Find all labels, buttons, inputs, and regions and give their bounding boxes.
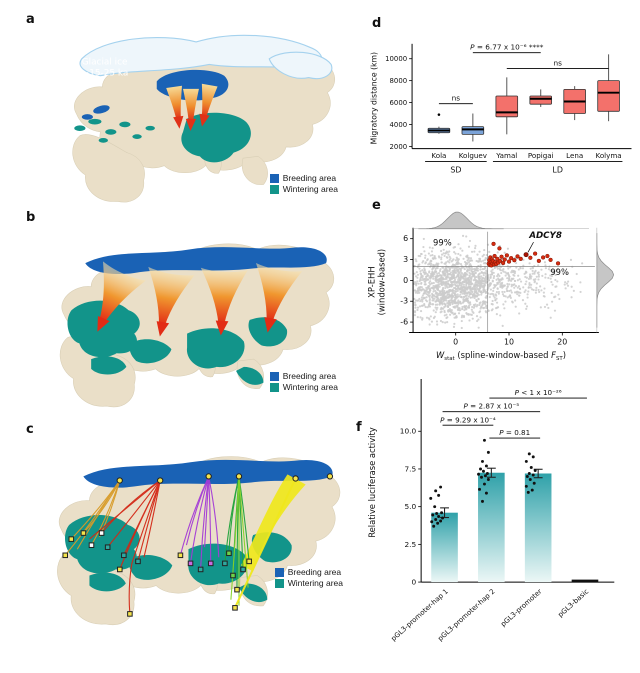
chart-panel-f: 0 2.5 5.0 7.5 10.0 pGL3-promoter-hap 1 pGL3-pr… [362,372,634,666]
svg-text:5.0: 5.0 [404,502,416,511]
svg-text:0: 0 [403,276,408,285]
legend-a: Breeding area Wintering area [269,173,338,195]
wintering-area-swatch [269,185,279,194]
breeding-area-label: Breeding area [282,371,337,382]
breeding-area-label: Breeding area [287,567,342,578]
tracks-red [89,480,161,614]
svg-text:10.0: 10.0 [400,427,417,436]
glacial-ice-label-line2: ~15-25 ka [82,69,129,79]
wintering-area-shapes [74,112,251,163]
legend-c: Breeding area Wintering area [274,567,343,589]
glacial-ice-sheet [79,34,333,80]
svg-text:Popigai: Popigai [528,151,554,160]
breeding-area-swatch [274,568,284,577]
map-panel-c: Breeding area Wintering area [30,436,355,628]
svg-text:10000: 10000 [385,55,407,63]
deployment-markers [62,473,334,617]
svg-text:P < 1 x 10⁻²⁶: P < 1 x 10⁻²⁶ [515,388,562,397]
svg-text:Kolguev: Kolguev [459,151,487,160]
svg-text:P = 2.87 x 10⁻⁵: P = 2.87 x 10⁻⁵ [464,402,520,411]
panel-e-letter: e [372,198,381,213]
wintering-area-shapes [67,300,288,385]
legend-b: Breeding area Wintering area [269,371,338,393]
map-panel-b: Breeding area Wintering area [30,224,352,410]
svg-text:Wstat (spline-window-based FST: Wstat (spline-window-based FST) [436,350,566,362]
svg-text:Relative luciferase activity: Relative luciferase activity [367,427,377,538]
svg-text:Migratory distance (km): Migratory distance (km) [369,52,378,144]
chart-panel-d: 2000 4000 6000 8000 10000 Kola Kolguev Yamal Pop… [366,28,640,198]
svg-text:P = 6.77 x 10⁻⁶ ****: P = 6.77 x 10⁻⁶ **** [470,43,544,52]
breeding-area-swatch [269,372,279,381]
svg-text:6000: 6000 [390,99,408,107]
chart-panel-e: -6 -3 0 3 6 0 10 20 99% 99% ADCY8 XP-EHH (window-bas… [364,208,640,376]
svg-text:2000: 2000 [390,143,408,151]
svg-text:8000: 8000 [390,77,408,85]
svg-text:4000: 4000 [390,121,408,129]
svg-text:Kola: Kola [431,151,446,160]
wintering-area-swatch [274,579,284,588]
wintering-area-label: Wintering area [287,578,343,589]
svg-text:3: 3 [403,255,408,264]
svg-text:P = 0.81: P = 0.81 [499,428,530,437]
panel-a-letter: a [26,12,35,27]
svg-text:Lena: Lena [566,151,583,160]
svg-text:7.5: 7.5 [404,464,416,473]
glacial-ice-label-line1: Glacial ice [82,57,128,67]
panel-b-letter: b [26,210,36,225]
svg-text:SD: SD [450,165,461,174]
svg-text:ns: ns [553,59,562,68]
svg-text:20: 20 [557,337,567,346]
svg-text:ns: ns [452,94,461,103]
map-c-svg [57,456,341,626]
wintering-area-swatch [269,383,279,392]
panel-c-letter: c [26,422,34,437]
svg-text:Kolyma: Kolyma [596,151,622,160]
wintering-area-label: Wintering area [282,382,338,393]
svg-text:ADCY8: ADCY8 [528,231,562,241]
breeding-area-swatch [269,174,279,183]
svg-text:pGL3-promoter: pGL3-promoter [499,587,543,628]
tracks-purple [179,476,220,570]
svg-text:0: 0 [411,578,416,587]
chart-e-svg: -6 -3 0 3 6 0 10 20 99% 99% ADCY8 XP-EHH (window-bas… [367,211,615,362]
svg-text:-6: -6 [400,318,408,327]
svg-text:99%: 99% [550,267,569,277]
breeding-area-label: Breeding area [282,173,337,184]
svg-text:10: 10 [504,337,514,346]
svg-text:-3: -3 [400,297,408,306]
svg-text:(window-based): (window-based) [376,249,386,316]
panel-d-letter: d [372,16,382,31]
map-b-svg [59,243,334,408]
panel-f-letter: f [356,420,362,435]
yellow-track-fan [241,474,306,572]
svg-text:pGL3-basic: pGL3-basic [556,587,590,619]
svg-text:Yamal: Yamal [495,151,517,160]
track-yellow-line [234,478,297,609]
tracks-orange [64,480,121,556]
svg-text:6: 6 [403,234,408,243]
map-a-svg: Glacial ice ~15-25 ka [72,34,335,203]
chart-d-svg: 2000 4000 6000 8000 10000 Kola Kolguev Yamal Pop… [369,43,632,174]
svg-text:99%: 99% [433,238,452,248]
svg-text:2.5: 2.5 [404,540,416,549]
svg-text:0: 0 [453,337,458,346]
svg-text:P = 9.29 x 10⁻⁴: P = 9.29 x 10⁻⁴ [440,415,496,424]
svg-text:XP-EHH: XP-EHH [367,266,377,298]
map-panel-a: Glacial ice ~15-25 ka Breeding area Wint… [48,26,348,206]
svg-text:LD: LD [552,165,562,174]
wintering-area-label: Wintering area [282,184,338,195]
